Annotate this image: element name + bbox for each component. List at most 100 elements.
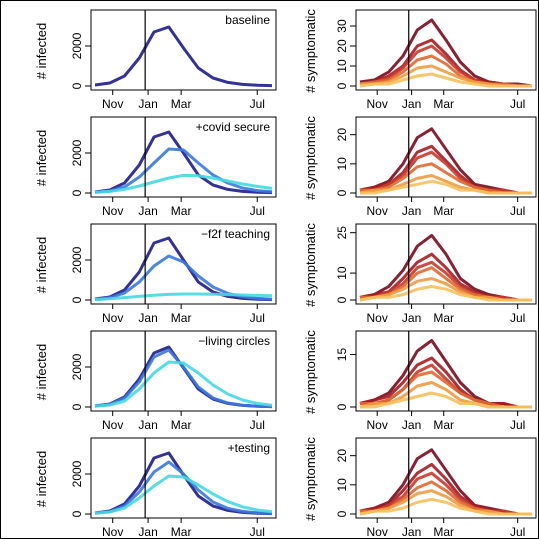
y-tick-label: 10 <box>335 59 349 73</box>
panel-annotation: −f2f teaching <box>201 227 270 241</box>
x-tick-label: Mar <box>171 525 192 539</box>
y-tick-label: 15 <box>335 348 349 362</box>
y-axis-label: # symptomatic <box>303 330 318 414</box>
x-tick-label: Jan <box>138 204 157 218</box>
series-line <box>360 150 532 195</box>
y-tick-label: 0 <box>335 510 349 517</box>
x-tick-label: Jan <box>402 97 421 111</box>
series-line <box>360 391 532 409</box>
series-line <box>359 72 532 88</box>
x-tick-label: Nov <box>102 418 123 432</box>
x-tick-label: Jan <box>138 97 157 111</box>
x-tick-label: Jan <box>402 204 421 218</box>
series-line <box>94 292 273 302</box>
series-line <box>94 474 273 515</box>
x-tick-label: Jul <box>510 204 525 218</box>
x-tick-label: Nov <box>367 525 388 539</box>
y-axis-label: # symptomatic <box>303 223 318 307</box>
series-line <box>94 254 273 301</box>
y-tick-label: 10 <box>335 157 349 171</box>
x-tick-label: Nov <box>367 97 388 111</box>
y-axis-label: # infected <box>34 130 49 186</box>
y-tick-label: 20 <box>335 39 349 53</box>
x-tick-label: Nov <box>367 311 388 325</box>
y-tick-label: 10 <box>335 478 349 492</box>
series-line <box>360 179 532 195</box>
y-tick-label: 30 <box>335 19 349 33</box>
x-tick-label: Nov <box>102 311 123 325</box>
y-tick-label: 0 <box>335 403 349 410</box>
y-axis-label: # infected <box>34 451 49 507</box>
plot-frame <box>90 437 277 519</box>
plot-frame <box>355 223 537 305</box>
plot-frame <box>90 330 277 412</box>
series-line <box>94 348 273 409</box>
y-axis-label: # infected <box>34 237 49 293</box>
x-tick-label: Mar <box>171 204 192 218</box>
y-axis-label: # symptomatic <box>303 116 318 200</box>
y-axis-label: # infected <box>34 344 49 400</box>
plot-frame <box>355 9 537 91</box>
x-tick-label: Jul <box>250 525 265 539</box>
plot-frame <box>355 116 537 198</box>
x-tick-label: Mar <box>433 97 454 111</box>
y-tick-label: 0 <box>70 510 84 517</box>
x-tick-label: Jul <box>250 311 265 325</box>
series-line <box>94 236 273 302</box>
x-tick-label: Mar <box>433 525 454 539</box>
y-tick-label: 0 <box>70 403 84 410</box>
series-line <box>94 460 273 515</box>
series-line <box>359 497 532 516</box>
y-tick-label: 10 <box>335 266 349 280</box>
series-line <box>94 451 273 516</box>
x-tick-label: Mar <box>433 204 454 218</box>
y-tick-label: 0 <box>70 189 84 196</box>
x-tick-label: Jul <box>510 418 525 432</box>
x-tick-label: Jan <box>402 418 421 432</box>
x-tick-label: Nov <box>102 204 123 218</box>
x-tick-label: Nov <box>367 418 388 432</box>
series-line <box>360 260 532 302</box>
panel-annotation: +covid secure <box>196 120 271 134</box>
plot-frame <box>355 330 537 412</box>
y-tick-label: 20 <box>335 449 349 463</box>
series-line <box>94 147 273 194</box>
x-tick-label: Mar <box>171 97 192 111</box>
y-tick-label: 0 <box>335 296 349 303</box>
y-tick-label: 2000 <box>70 139 84 166</box>
x-tick-label: Jul <box>510 311 525 325</box>
series-line <box>94 360 273 408</box>
y-tick-label: 2000 <box>70 460 84 487</box>
series-line <box>94 130 273 195</box>
x-tick-label: Nov <box>102 525 123 539</box>
y-axis-label: # symptomatic <box>303 437 318 521</box>
y-tick-label: 25 <box>335 226 349 240</box>
y-tick-label: 20 <box>335 128 349 142</box>
x-tick-label: Jul <box>250 97 265 111</box>
y-tick-label: 0 <box>335 82 349 89</box>
x-tick-label: Nov <box>102 97 123 111</box>
x-tick-label: Mar <box>171 418 192 432</box>
x-tick-label: Jul <box>250 418 265 432</box>
y-tick-label: 2000 <box>70 353 84 380</box>
y-tick-label: 0 <box>70 82 84 89</box>
y-tick-label: 2000 <box>70 32 84 59</box>
series-line <box>359 54 532 88</box>
series-line <box>360 471 532 516</box>
x-tick-label: Jan <box>138 418 157 432</box>
x-tick-label: Jan <box>402 311 421 325</box>
series-line <box>94 173 273 194</box>
plot-frame <box>90 223 277 305</box>
plot-frame <box>90 9 277 91</box>
plot-frame <box>90 116 277 198</box>
x-tick-label: Jan <box>138 525 157 539</box>
series-line <box>359 356 532 409</box>
x-tick-label: Jul <box>250 204 265 218</box>
y-tick-label: 2000 <box>70 246 84 273</box>
y-tick-label: 0 <box>335 189 349 196</box>
panel-annotation: +testing <box>228 441 270 455</box>
x-tick-label: Jul <box>510 525 525 539</box>
panel-annotation: baseline <box>225 13 270 27</box>
y-tick-label: 0 <box>70 296 84 303</box>
series-line <box>359 285 532 302</box>
